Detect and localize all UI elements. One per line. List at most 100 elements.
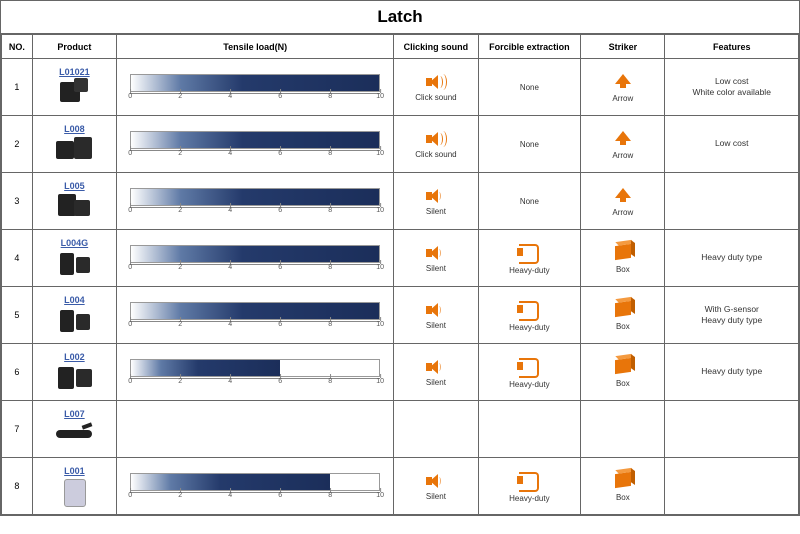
cell-tensile-load: 0246810 xyxy=(117,116,394,173)
cell-clicking-sound: Click sound xyxy=(394,59,478,116)
product-code-link[interactable]: L004G xyxy=(34,238,115,248)
cell-product: L007 xyxy=(32,401,116,458)
bar-fill xyxy=(131,132,379,148)
axis-tick: 2 xyxy=(178,207,182,214)
striker-box-icon xyxy=(612,243,634,263)
product-image xyxy=(52,78,96,108)
axis-tick: 0 xyxy=(128,378,132,385)
cell-striker: Box xyxy=(581,458,665,515)
table-row: 1L010210246810Click soundNoneArrowLow co… xyxy=(2,59,799,116)
product-code-link[interactable]: L001 xyxy=(34,466,115,476)
cell-features: Heavy duty type xyxy=(665,230,799,287)
cell-features: Low costWhite color available xyxy=(665,59,799,116)
cell-features xyxy=(665,173,799,230)
force-label: Heavy-duty xyxy=(509,323,549,332)
cell-no: 4 xyxy=(2,230,33,287)
axis-tick: 4 xyxy=(228,492,232,499)
cell-clicking-sound xyxy=(394,401,478,458)
page-title: Latch xyxy=(1,1,799,34)
axis-tick: 8 xyxy=(328,264,332,271)
cell-tensile-load: 0246810 xyxy=(117,287,394,344)
axis-tick: 4 xyxy=(228,378,232,385)
product-image xyxy=(52,363,96,393)
click-label: Silent xyxy=(426,378,446,387)
tensile-bar-chart: 0246810 xyxy=(130,125,380,164)
cell-forcible-extraction: None xyxy=(478,173,581,230)
cell-no: 8 xyxy=(2,458,33,515)
cell-tensile-load: 0246810 xyxy=(117,59,394,116)
axis-tick: 10 xyxy=(376,378,384,385)
tensile-bar-chart: 0246810 xyxy=(130,467,380,506)
axis-tick: 10 xyxy=(376,321,384,328)
striker-label: Arrow xyxy=(612,208,633,217)
click-label: Silent xyxy=(426,492,446,501)
axis-tick: 0 xyxy=(128,207,132,214)
striker-label: Arrow xyxy=(612,94,633,103)
axis-tick: 0 xyxy=(128,150,132,157)
product-code-link[interactable]: L007 xyxy=(34,409,115,419)
product-image xyxy=(52,135,96,165)
cell-forcible-extraction: None xyxy=(478,116,581,173)
striker-arrow-icon xyxy=(612,72,634,92)
product-code-link[interactable]: L01021 xyxy=(34,67,115,77)
cell-clicking-sound: Click sound xyxy=(394,116,478,173)
cell-features xyxy=(665,458,799,515)
bar-fill xyxy=(131,189,379,205)
heavy-duty-icon xyxy=(517,470,541,492)
product-image xyxy=(52,477,96,507)
speaker-quiet-icon xyxy=(426,187,446,205)
axis-tick: 0 xyxy=(128,321,132,328)
click-label: Silent xyxy=(426,207,446,216)
axis-tick: 4 xyxy=(228,93,232,100)
tensile-bar-chart: 0246810 xyxy=(130,296,380,335)
col-no: NO. xyxy=(2,35,33,59)
col-features: Features xyxy=(665,35,799,59)
cell-forcible-extraction: None xyxy=(478,59,581,116)
cell-product: L01021 xyxy=(32,59,116,116)
table-row: 8L0010246810SilentHeavy-dutyBox xyxy=(2,458,799,515)
table-row: 7L007 xyxy=(2,401,799,458)
click-label: Click sound xyxy=(415,93,456,102)
table-row: 2L008 0246810 Click soundNoneArrowLow cost xyxy=(2,116,799,173)
striker-label: Box xyxy=(616,322,630,331)
cell-no: 1 xyxy=(2,59,33,116)
product-code-link[interactable]: L002 xyxy=(34,352,115,362)
cell-forcible-extraction: Heavy-duty xyxy=(478,458,581,515)
speaker-quiet-icon xyxy=(426,358,446,376)
axis-tick: 2 xyxy=(178,321,182,328)
axis-tick: 8 xyxy=(328,93,332,100)
cell-features: Low cost xyxy=(665,116,799,173)
cell-striker: Arrow xyxy=(581,116,665,173)
cell-no: 5 xyxy=(2,287,33,344)
cell-no: 2 xyxy=(2,116,33,173)
product-code-link[interactable]: L004 xyxy=(34,295,115,305)
cell-striker: Arrow xyxy=(581,173,665,230)
cell-no: 6 xyxy=(2,344,33,401)
heavy-duty-icon xyxy=(517,242,541,264)
cell-features: With G-sensorHeavy duty type xyxy=(665,287,799,344)
product-image xyxy=(52,420,96,450)
axis-tick: 0 xyxy=(128,93,132,100)
axis-tick: 0 xyxy=(128,264,132,271)
product-code-link[interactable]: L005 xyxy=(34,181,115,191)
header-row: NO. Product Tensile load(N) Clicking sou… xyxy=(2,35,799,59)
heavy-duty-icon xyxy=(517,299,541,321)
col-click: Clicking sound xyxy=(394,35,478,59)
axis-tick: 10 xyxy=(376,150,384,157)
cell-product: L004 xyxy=(32,287,116,344)
axis-tick: 2 xyxy=(178,492,182,499)
striker-label: Box xyxy=(616,265,630,274)
cell-no: 3 xyxy=(2,173,33,230)
axis-tick: 6 xyxy=(278,264,282,271)
axis-tick: 4 xyxy=(228,321,232,328)
table-row: 4L004G0246810SilentHeavy-dutyBoxHeavy du… xyxy=(2,230,799,287)
cell-features xyxy=(665,401,799,458)
axis-tick: 6 xyxy=(278,378,282,385)
col-striker: Striker xyxy=(581,35,665,59)
axis-tick: 2 xyxy=(178,93,182,100)
col-force: Forcible extraction xyxy=(478,35,581,59)
speaker-quiet-icon xyxy=(426,244,446,262)
product-code-link[interactable]: L008 xyxy=(34,124,115,134)
tensile-bar-chart: 0246810 xyxy=(130,182,380,221)
axis-tick: 10 xyxy=(376,264,384,271)
